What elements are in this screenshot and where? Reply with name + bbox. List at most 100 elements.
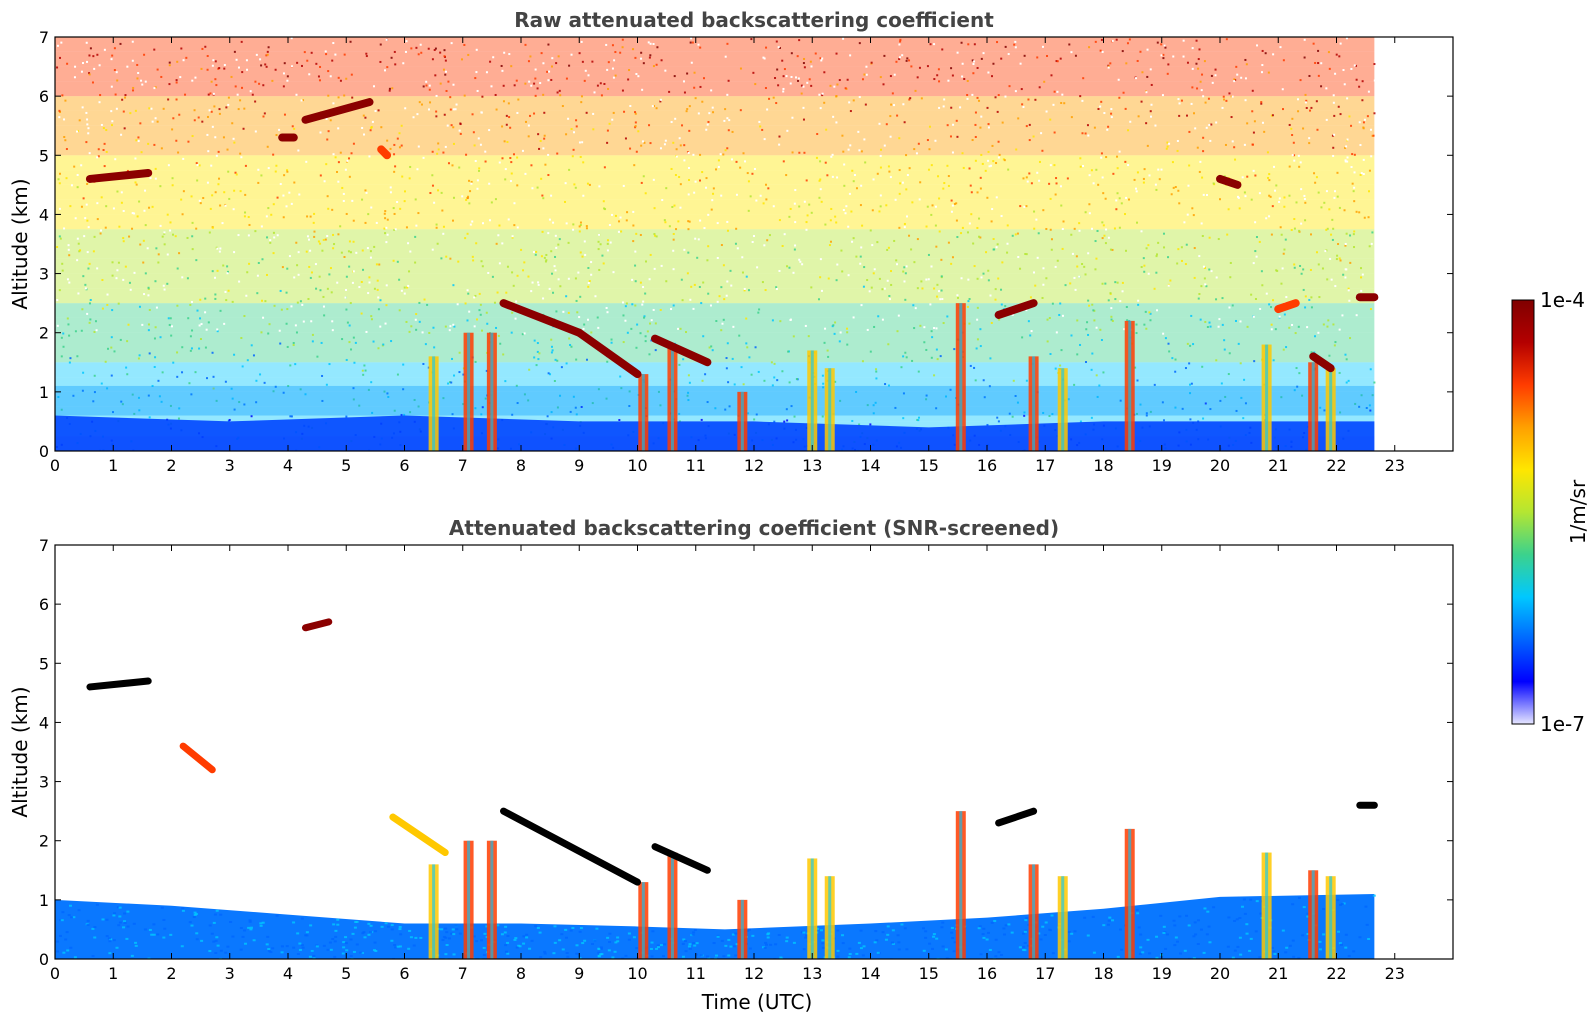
noise-gap bbox=[542, 62, 545, 65]
noise-speck bbox=[601, 254, 604, 257]
noise-gap bbox=[290, 65, 293, 68]
noise-speck bbox=[447, 382, 450, 385]
noise-gap bbox=[1346, 97, 1349, 100]
noise-speck bbox=[819, 57, 822, 60]
noise-speck bbox=[388, 87, 391, 90]
precipitation-streak bbox=[670, 344, 674, 451]
noise-speck bbox=[452, 196, 455, 199]
noise-speck bbox=[679, 183, 682, 186]
boundary-layer-speck bbox=[59, 919, 63, 922]
noise-speck bbox=[151, 205, 154, 208]
noise-speck bbox=[1319, 406, 1322, 409]
noise-speck bbox=[634, 112, 637, 115]
boundary-layer-speck bbox=[125, 937, 129, 940]
noise-gap bbox=[143, 209, 146, 212]
noise-speck bbox=[413, 398, 416, 401]
noise-speck bbox=[239, 190, 242, 193]
noise-speck bbox=[1304, 93, 1307, 96]
noise-speck bbox=[782, 75, 785, 78]
noise-speck bbox=[348, 265, 351, 268]
noise-gap bbox=[293, 276, 296, 279]
noise-gap bbox=[1244, 195, 1247, 198]
boundary-layer-speck bbox=[684, 950, 688, 953]
noise-speck bbox=[1136, 379, 1139, 382]
noise-speck bbox=[310, 51, 313, 54]
noise-speck bbox=[640, 181, 643, 184]
noise-speck bbox=[1295, 201, 1298, 204]
boundary-layer-speck bbox=[1024, 929, 1028, 932]
noise-speck bbox=[193, 109, 196, 112]
noise-speck bbox=[1208, 321, 1211, 324]
noise-speck bbox=[507, 102, 510, 105]
noise-speck bbox=[1025, 253, 1028, 256]
noise-speck bbox=[524, 82, 527, 85]
noise-speck bbox=[672, 304, 675, 307]
boundary-layer-speck bbox=[188, 921, 192, 924]
noise-speck bbox=[665, 187, 668, 190]
boundary-layer-speck bbox=[1365, 923, 1369, 926]
noise-speck bbox=[803, 151, 806, 154]
noise-gap bbox=[396, 200, 399, 203]
noise-speck bbox=[787, 350, 790, 353]
boundary-layer-speck bbox=[355, 943, 359, 946]
noise-gap bbox=[476, 187, 479, 190]
noise-speck bbox=[495, 326, 498, 329]
noise-speck bbox=[875, 368, 878, 371]
noise-speck bbox=[556, 152, 559, 155]
noise-speck bbox=[228, 197, 231, 200]
boundary-layer-speck bbox=[308, 955, 312, 958]
noise-gap bbox=[1110, 116, 1113, 119]
boundary-layer-speck bbox=[1302, 906, 1306, 909]
boundary-layer-speck bbox=[999, 953, 1003, 956]
noise-gap bbox=[215, 154, 218, 157]
noise-speck bbox=[657, 390, 660, 393]
noise-speck bbox=[768, 97, 771, 100]
noise-speck bbox=[475, 242, 478, 245]
noise-gap bbox=[56, 324, 59, 327]
boundary-layer-speck bbox=[571, 926, 575, 929]
noise-speck bbox=[452, 126, 455, 129]
noise-speck bbox=[170, 334, 173, 337]
noise-speck bbox=[1230, 116, 1233, 119]
noise-gap bbox=[368, 155, 371, 158]
noise-speck bbox=[967, 300, 970, 303]
boundary-layer-speck bbox=[219, 949, 223, 952]
noise-speck bbox=[1050, 248, 1053, 251]
boundary-layer-speck bbox=[266, 935, 270, 938]
noise-band bbox=[55, 66, 1375, 82]
noise-speck bbox=[89, 298, 92, 301]
noise-gap bbox=[154, 117, 157, 120]
noise-speck bbox=[176, 267, 179, 270]
boundary-layer-speck bbox=[118, 915, 122, 918]
noise-speck bbox=[60, 336, 63, 339]
noise-speck bbox=[724, 408, 727, 411]
noise-speck bbox=[1338, 206, 1341, 209]
noise-gap bbox=[716, 256, 719, 259]
boundary-layer-speck bbox=[802, 948, 806, 951]
noise-speck bbox=[334, 156, 337, 159]
noise-speck bbox=[1107, 65, 1110, 68]
noise-speck bbox=[929, 43, 932, 46]
noise-speck bbox=[137, 357, 140, 360]
noise-gap bbox=[473, 325, 476, 328]
noise-gap bbox=[87, 127, 90, 130]
noise-gap bbox=[1215, 276, 1218, 279]
noise-speck bbox=[1225, 38, 1228, 41]
boundary-layer-speck bbox=[312, 954, 316, 957]
noise-gap bbox=[1244, 99, 1247, 102]
noise-speck bbox=[1143, 323, 1146, 326]
noise-gap bbox=[386, 233, 389, 236]
noise-speck bbox=[206, 115, 209, 118]
noise-speck bbox=[222, 136, 225, 139]
x-tick-label: 17 bbox=[1035, 456, 1055, 475]
noise-speck bbox=[675, 228, 678, 231]
noise-speck bbox=[745, 317, 748, 320]
noise-gap bbox=[218, 250, 221, 253]
noise-speck bbox=[139, 122, 142, 125]
noise-speck bbox=[1352, 233, 1355, 236]
boundary-layer-speck bbox=[372, 949, 376, 952]
noise-speck bbox=[481, 95, 484, 98]
noise-speck bbox=[1338, 257, 1341, 260]
noise-speck bbox=[1094, 268, 1097, 271]
boundary-layer-speck bbox=[536, 926, 540, 929]
